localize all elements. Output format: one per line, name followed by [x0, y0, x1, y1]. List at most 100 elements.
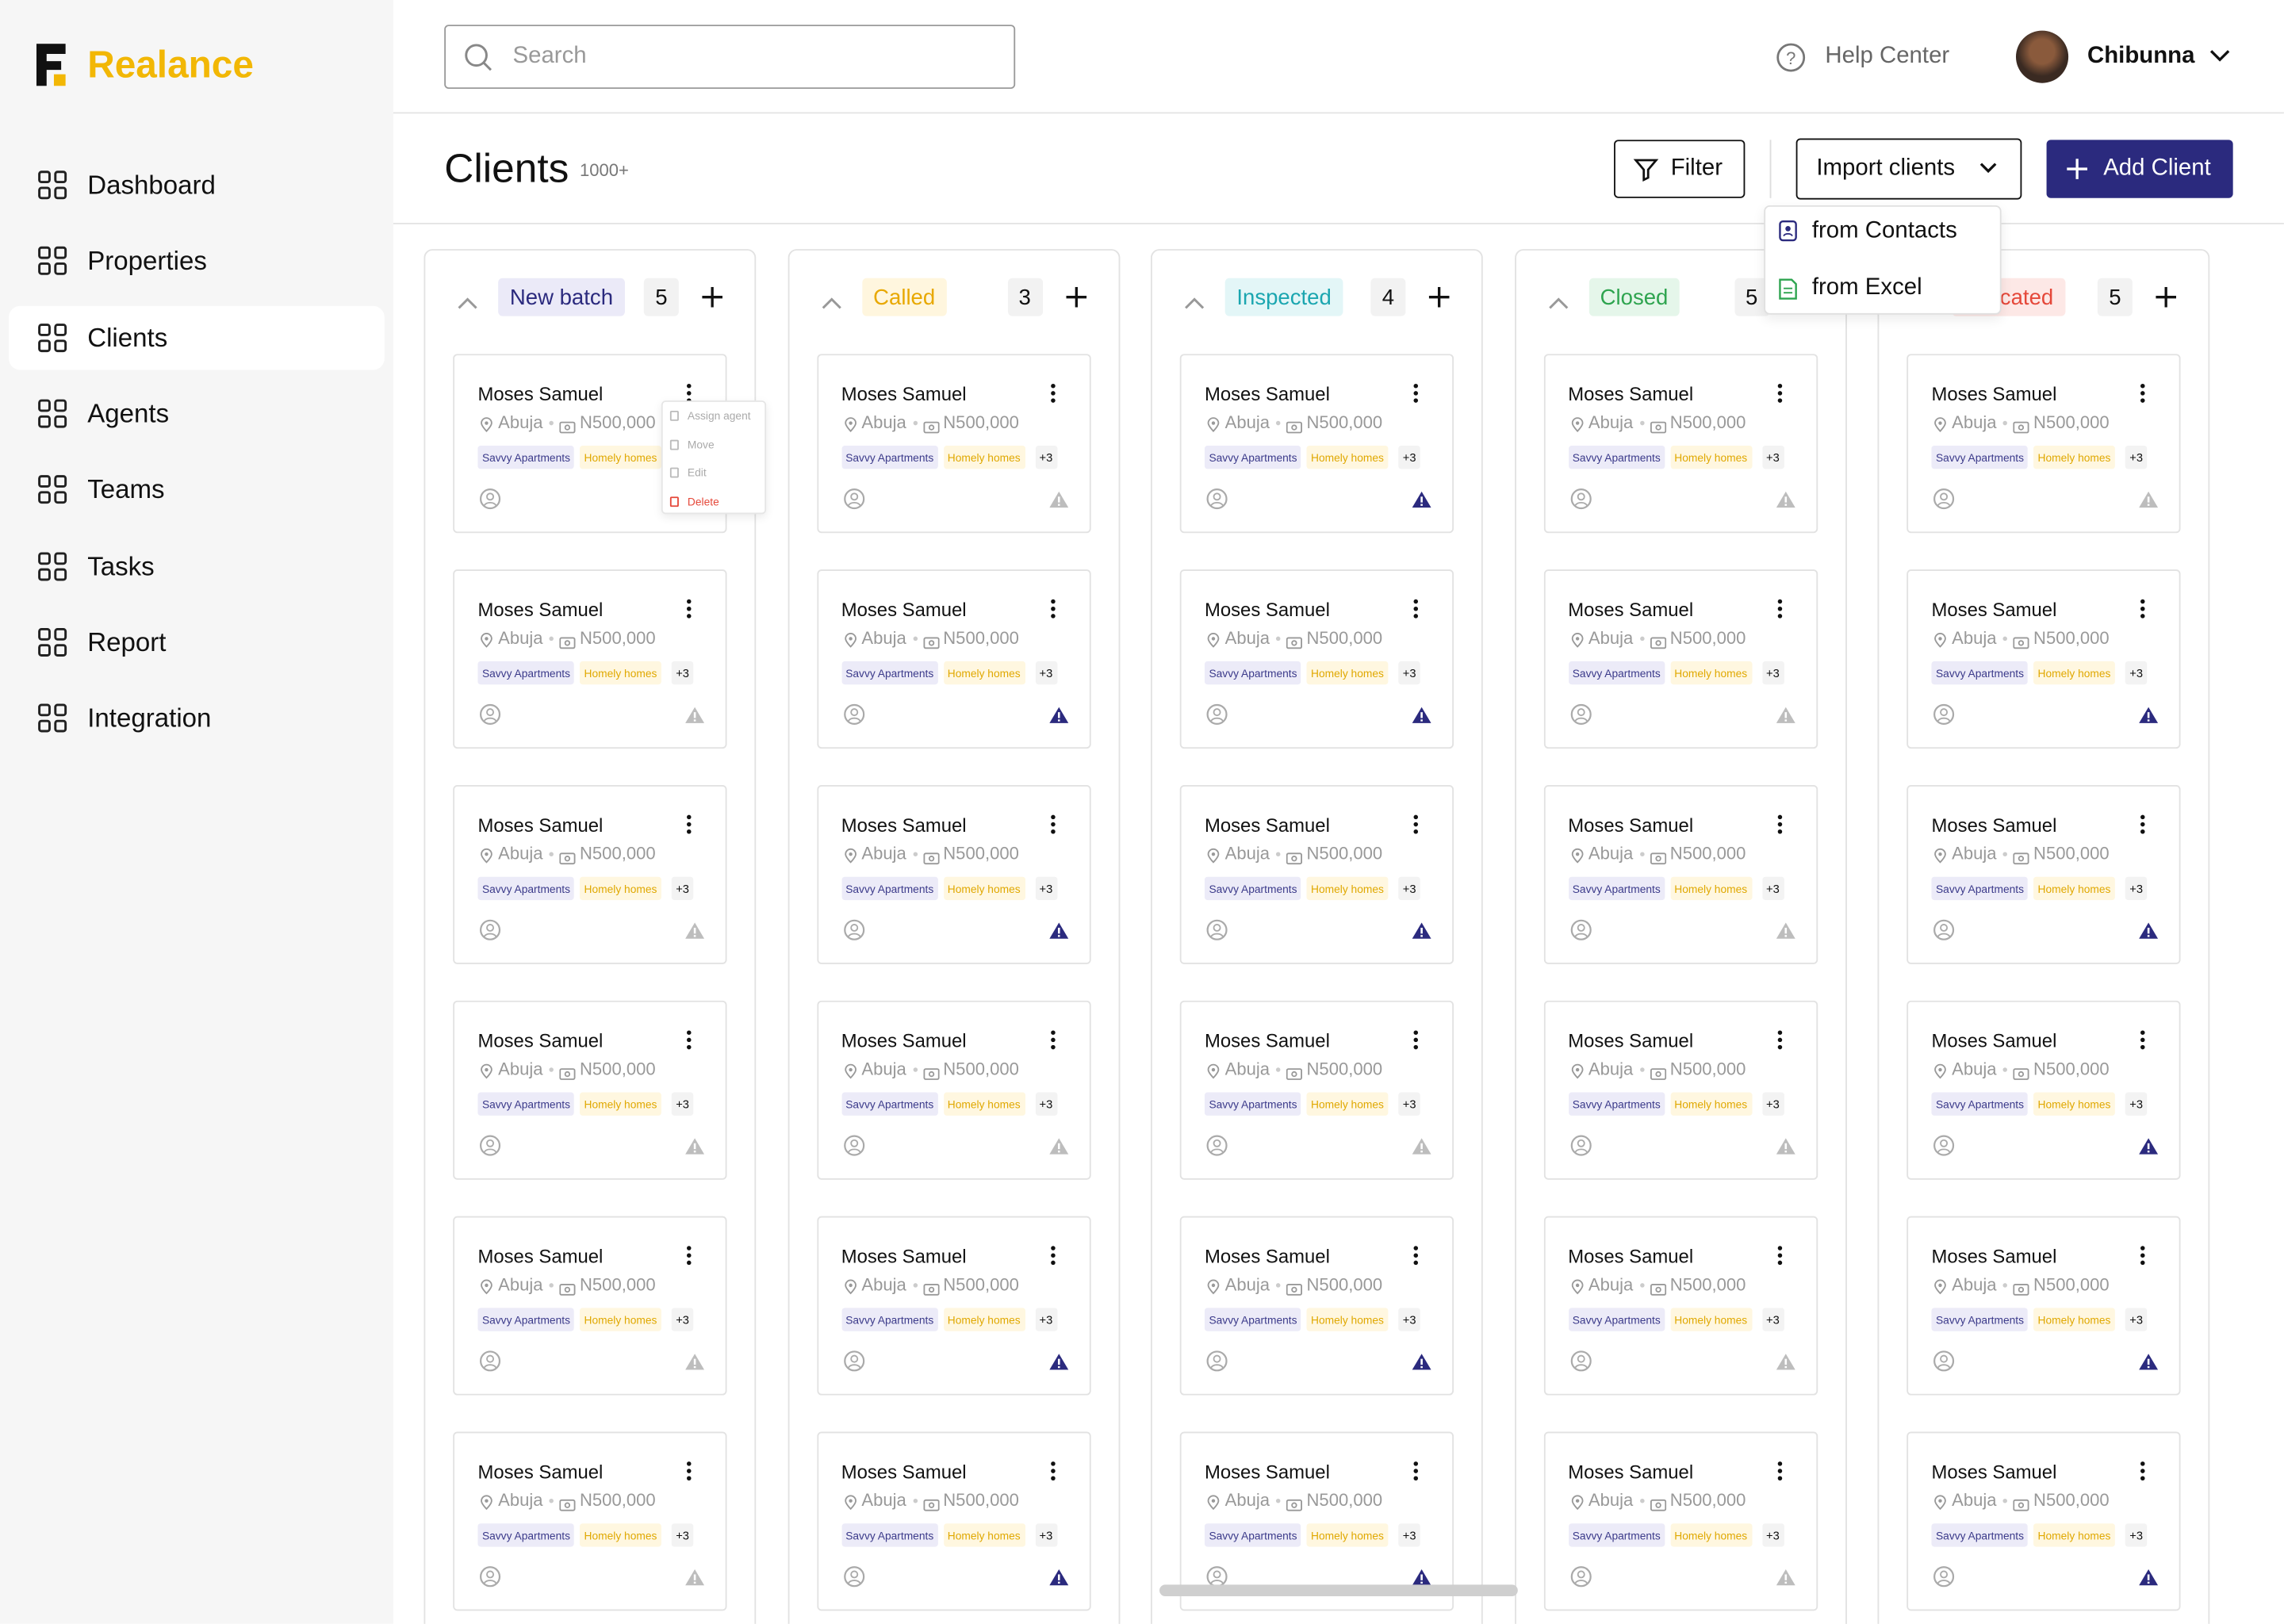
card-menu-icon[interactable]: [2140, 1245, 2145, 1266]
card-menu-icon[interactable]: [2140, 383, 2145, 404]
add-card-icon[interactable]: [2156, 286, 2177, 308]
avatar[interactable]: [2015, 30, 2069, 83]
client-card[interactable]: Moses Samuel Abuja N500,000 Savvy Apartment…: [1179, 1000, 1454, 1180]
client-card[interactable]: Moses Samuel Abuja N500,000 Savvy Apartment…: [1542, 354, 1818, 534]
assignee-icon[interactable]: [1933, 1565, 1955, 1588]
client-card[interactable]: Moses Samuel Abuja N500,000 Savvy Apartment…: [1179, 1216, 1454, 1396]
collapse-icon[interactable]: [458, 291, 478, 309]
assignee-icon[interactable]: [1569, 1350, 1592, 1373]
assignee-icon[interactable]: [1206, 1135, 1228, 1157]
assignee-icon[interactable]: [843, 703, 865, 726]
client-card[interactable]: Moses Samuel Abuja N500,000 Savvy Apartment…: [453, 1431, 727, 1611]
menu-item[interactable]: Delete: [687, 494, 719, 508]
assignee-icon[interactable]: [843, 919, 865, 941]
card-menu-icon[interactable]: [2140, 1461, 2145, 1481]
card-menu-icon[interactable]: [686, 1030, 692, 1051]
card-menu-icon[interactable]: [1776, 383, 1782, 404]
nav-item[interactable]: Teams: [87, 475, 165, 504]
card-menu-icon[interactable]: [1413, 1245, 1419, 1266]
card-menu-icon[interactable]: [686, 814, 692, 835]
client-card[interactable]: Moses Samuel Abuja N500,000 Savvy Apartment…: [1542, 569, 1818, 749]
card-menu-icon[interactable]: [1049, 599, 1055, 619]
assignee-icon[interactable]: [843, 1135, 865, 1157]
card-menu-icon[interactable]: [686, 1461, 692, 1481]
card-menu-icon[interactable]: [1413, 1461, 1419, 1481]
assignee-icon[interactable]: [1569, 488, 1592, 510]
menu-item[interactable]: Move: [687, 437, 715, 451]
nav-item[interactable]: Clients: [87, 323, 168, 352]
client-card[interactable]: Moses Samuel Abuja N500,000 Savvy Apartment…: [1542, 1000, 1818, 1180]
assignee-icon[interactable]: [479, 919, 501, 941]
assignee-icon[interactable]: [1933, 1350, 1955, 1373]
client-card[interactable]: Moses Samuel Abuja N500,000 Savvy Apartment…: [816, 1000, 1090, 1180]
client-card[interactable]: Moses Samuel Abuja N500,000 Savvy Apartment…: [1907, 1000, 2181, 1180]
collapse-icon[interactable]: [1547, 291, 1568, 309]
card-menu-icon[interactable]: [1049, 1030, 1055, 1051]
assignee-icon[interactable]: [479, 703, 501, 726]
card-menu-icon[interactable]: [686, 599, 692, 619]
client-card[interactable]: Moses Samuel Abuja N500,000 Savvy Apartment…: [1907, 1431, 2181, 1611]
assignee-icon[interactable]: [1933, 703, 1955, 726]
client-card[interactable]: Moses Samuel Abuja N500,000 Savvy Apartment…: [816, 1431, 1090, 1611]
assignee-icon[interactable]: [1569, 919, 1592, 941]
assignee-icon[interactable]: [479, 1135, 501, 1157]
card-menu-icon[interactable]: [1049, 383, 1055, 404]
assignee-icon[interactable]: [1569, 1565, 1592, 1588]
assignee-icon[interactable]: [1206, 919, 1228, 941]
client-card[interactable]: Moses Samuel Abuja N500,000 Savvy Apartment…: [1907, 784, 2181, 964]
add-card-icon[interactable]: [1065, 286, 1086, 308]
client-card[interactable]: Moses Samuel Abuja N500,000 Savvy Apartment…: [1179, 569, 1454, 749]
nav-item[interactable]: Dashboard: [87, 170, 216, 200]
assignee-icon[interactable]: [1933, 488, 1955, 510]
card-menu-icon[interactable]: [1049, 814, 1055, 835]
client-card[interactable]: Moses Samuel Abuja N500,000 Savvy Apartment…: [1542, 1216, 1818, 1396]
card-menu-icon[interactable]: [1413, 383, 1419, 404]
client-card[interactable]: Moses Samuel Abuja N500,000 Savvy Apartment…: [1907, 569, 2181, 749]
assignee-icon[interactable]: [1206, 703, 1228, 726]
card-menu-icon[interactable]: [1413, 599, 1419, 619]
user-name[interactable]: Chibunna: [2087, 44, 2195, 69]
client-card[interactable]: Moses Samuel Abuja N500,000 Savvy Apartment…: [453, 354, 767, 534]
import-option[interactable]: from Excel: [1811, 275, 1922, 301]
user-chevron[interactable]: [2209, 48, 2230, 63]
horizontal-scrollbar[interactable]: [1159, 1584, 1518, 1597]
assignee-icon[interactable]: [843, 1350, 865, 1373]
assignee-icon[interactable]: [843, 1565, 865, 1588]
card-menu-icon[interactable]: [1413, 814, 1419, 835]
client-card[interactable]: Moses Samuel Abuja N500,000 Savvy Apartment…: [1179, 784, 1454, 964]
client-card[interactable]: Moses Samuel Abuja N500,000 Savvy Apartment…: [453, 784, 727, 964]
card-menu-icon[interactable]: [1413, 1030, 1419, 1051]
menu-item[interactable]: Assign agent: [687, 409, 751, 423]
card-menu-icon[interactable]: [1776, 599, 1782, 619]
client-card[interactable]: Moses Samuel Abuja N500,000 Savvy Apartment…: [1542, 1431, 1818, 1611]
card-menu-icon[interactable]: [1049, 1245, 1055, 1266]
assignee-icon[interactable]: [1933, 919, 1955, 941]
client-card[interactable]: Moses Samuel Abuja N500,000 Savvy Apartment…: [1179, 354, 1454, 534]
menu-item[interactable]: Edit: [687, 465, 707, 480]
card-menu-icon[interactable]: [1776, 1461, 1782, 1481]
client-card[interactable]: Moses Samuel Abuja N500,000 Savvy Apartment…: [816, 784, 1090, 964]
client-card[interactable]: Moses Samuel Abuja N500,000 Savvy Apartment…: [1179, 1431, 1454, 1611]
assignee-icon[interactable]: [843, 488, 865, 510]
client-card[interactable]: Moses Samuel Abuja N500,000 Savvy Apartment…: [816, 1216, 1090, 1396]
assignee-icon[interactable]: [1569, 1135, 1592, 1157]
assignee-icon[interactable]: [1933, 1135, 1955, 1157]
client-card[interactable]: Moses Samuel Abuja N500,000 Savvy Apartment…: [453, 569, 727, 749]
client-card[interactable]: Moses Samuel Abuja N500,000 Savvy Apartment…: [1542, 784, 1818, 964]
card-menu-icon[interactable]: [1049, 1461, 1055, 1481]
client-card[interactable]: Moses Samuel Abuja N500,000 Savvy Apartment…: [1907, 354, 2181, 534]
add-card-icon[interactable]: [1428, 286, 1450, 308]
nav-item[interactable]: Tasks: [87, 551, 155, 580]
assignee-icon[interactable]: [1206, 488, 1228, 510]
nav-item[interactable]: Agents: [87, 399, 170, 428]
card-menu-icon[interactable]: [2140, 814, 2145, 835]
client-card[interactable]: Moses Samuel Abuja N500,000 Savvy Apartment…: [816, 569, 1090, 749]
card-menu-icon[interactable]: [2140, 1030, 2145, 1051]
add-card-icon[interactable]: [702, 286, 723, 308]
card-menu-icon[interactable]: [1776, 1030, 1782, 1051]
card-menu-icon[interactable]: [1776, 1245, 1782, 1266]
collapse-icon[interactable]: [821, 291, 841, 309]
client-card[interactable]: Moses Samuel Abuja N500,000 Savvy Apartment…: [816, 354, 1090, 534]
import-option[interactable]: from Contacts: [1811, 218, 1957, 243]
card-menu-icon[interactable]: [2140, 599, 2145, 619]
